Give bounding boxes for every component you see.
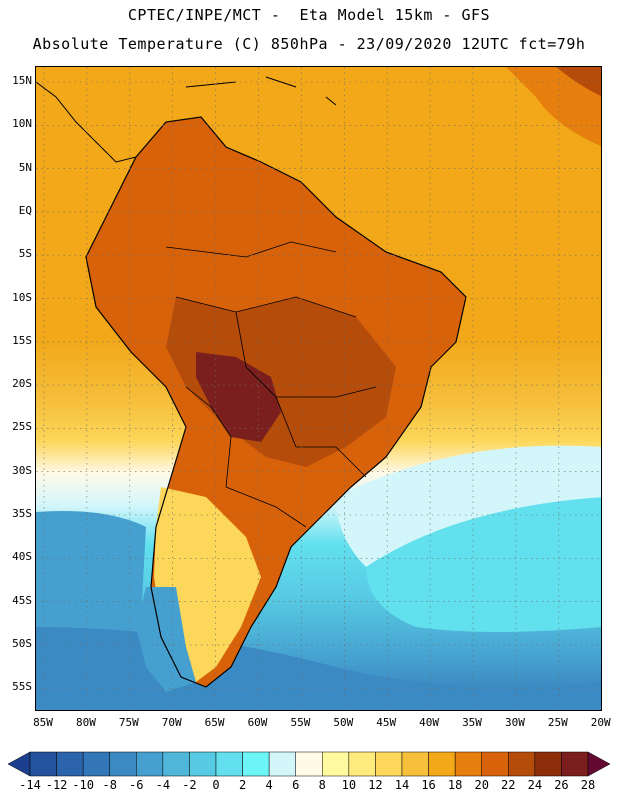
- latitude-label: 35S: [12, 507, 32, 520]
- colorbar-tick-label: -10: [72, 778, 94, 792]
- warm-region-northeast: [506, 67, 601, 147]
- lat-lon-grid: [36, 67, 601, 710]
- colorbar-swatch: [29, 751, 57, 777]
- longitude-label: 75W: [118, 716, 139, 729]
- colorbar-swatch: [428, 751, 456, 777]
- latitude-label: 40S: [12, 550, 32, 564]
- longitude-label: 65W: [204, 716, 225, 729]
- colorbar-tick-label: 2: [238, 778, 247, 792]
- longitude-label: 40W: [419, 716, 440, 729]
- colorbar-swatch: [162, 751, 190, 777]
- colorbar-swatch: [401, 751, 429, 777]
- longitude-label: 55W: [290, 716, 311, 729]
- colorbar-swatch: [109, 751, 137, 777]
- longitude-label: 45W: [376, 716, 397, 729]
- south-america-coastline: [85, 116, 467, 688]
- longitude-label: 60W: [247, 716, 268, 729]
- longitude-label: 30W: [504, 716, 525, 729]
- colorbar-swatch: [348, 751, 376, 777]
- colorbar-swatch: [82, 751, 110, 777]
- latitude-label: 20S: [12, 377, 32, 391]
- longitude-label: 20W: [590, 716, 611, 729]
- cool-band-south-atlantic: [336, 445, 601, 567]
- colorbar-tick-label: -12: [45, 778, 68, 792]
- latitude-label: 55S: [12, 680, 32, 694]
- hot-region-northeast: [556, 67, 601, 97]
- map-title: CPTEC/INPE/MCT - Eta Model 15km - GFS: [127, 6, 491, 24]
- latitude-label: 5S: [18, 247, 32, 261]
- colorbar-swatch: [454, 751, 482, 777]
- longitude-label: 35W: [462, 716, 482, 729]
- colorbar-swatch: [534, 751, 562, 777]
- colorbar-tick-label: 18: [447, 778, 463, 792]
- continent-hottest-core: [196, 352, 281, 442]
- colorbar-tick-label: 26: [554, 778, 569, 792]
- longitude-label: 85W: [33, 716, 53, 729]
- colorbar-tick-label: -4: [155, 778, 171, 792]
- colorbar-swatch: [322, 751, 350, 777]
- colorbar-tick-label: 10: [341, 778, 357, 792]
- latitude-label: 5N: [18, 160, 32, 174]
- country-borders: [165, 241, 377, 528]
- latitude-label: 50S: [12, 636, 32, 650]
- colorbar-swatch: [268, 751, 296, 777]
- cold-region-southeast: [366, 497, 601, 632]
- colorbar-tick-label: 8: [318, 778, 326, 792]
- colorbar-tick-label: 6: [292, 778, 300, 792]
- latitude-label: 25S: [12, 420, 32, 434]
- colorbar-tick-label: 20: [474, 778, 489, 792]
- map-subtitle: Absolute Temperature (C) 850hPa - 23/09/…: [32, 35, 586, 53]
- central-america-coastline: [36, 81, 137, 163]
- caribbean-islands: [185, 76, 337, 106]
- latitude-label: 15N: [12, 74, 32, 87]
- colorbar-swatch: [481, 751, 509, 777]
- longitude-label: 25W: [547, 716, 568, 729]
- colorbar-swatch: [375, 751, 403, 777]
- colorbar-tick-label: -14: [19, 778, 41, 792]
- temperature-map: [35, 66, 602, 711]
- latitude-label: EQ: [18, 203, 32, 217]
- latitude-label: 10S: [12, 290, 32, 304]
- colorbar-max-arrow: [587, 751, 611, 777]
- colorbar-tick-label: 4: [265, 778, 273, 792]
- latitude-label: 30S: [12, 463, 32, 477]
- colorbar-tick-label: 14: [394, 778, 410, 792]
- colorbar-tick-label: -8: [102, 778, 117, 792]
- continent-cold-tip: [136, 587, 196, 692]
- colorbar-tick-label: 12: [368, 778, 383, 792]
- longitude-label: 80W: [75, 716, 96, 729]
- latitude-label: 15S: [12, 333, 32, 347]
- colorbar-swatch: [242, 751, 270, 777]
- longitude-label: 50W: [333, 716, 354, 729]
- colorbar-tick-label: -6: [129, 778, 144, 792]
- colorbar-tick-label: 28: [580, 778, 596, 792]
- colorbar-tick-label: 16: [421, 778, 436, 792]
- colorbar-swatch: [56, 751, 84, 777]
- temperature-colorbar: [7, 751, 611, 777]
- latitude-label: 45S: [12, 593, 32, 607]
- colorbar-swatch: [561, 751, 589, 777]
- colorbar-swatch: [295, 751, 323, 777]
- colorbar-swatch: [508, 751, 536, 777]
- colorbar-swatch: [189, 751, 217, 777]
- latitude-label: 10N: [12, 117, 32, 131]
- colorbar-tick-label: 24: [527, 778, 543, 792]
- colorbar-tick-label: 22: [501, 778, 516, 792]
- colorbar-tick-label: -2: [182, 778, 197, 792]
- longitude-label: 70W: [161, 716, 182, 729]
- colorbar-swatch: [136, 751, 164, 777]
- colorbar-min-arrow: [7, 751, 31, 777]
- colorbar-swatch: [215, 751, 243, 777]
- colorbar-tick-label: 0: [212, 778, 220, 792]
